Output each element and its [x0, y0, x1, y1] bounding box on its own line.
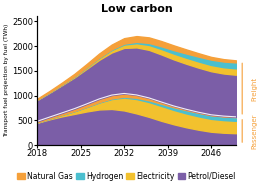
Legend: Natural Gas, Hydrogen, Electricity, Petrol/Diesel: Natural Gas, Hydrogen, Electricity, Petr…	[14, 169, 239, 184]
Y-axis label: Transport fuel projection by fuel (TWh): Transport fuel projection by fuel (TWh)	[4, 24, 9, 137]
Text: Passenger: Passenger	[252, 113, 258, 149]
Text: Freight: Freight	[252, 76, 258, 101]
Title: Low carbon: Low carbon	[101, 4, 172, 14]
